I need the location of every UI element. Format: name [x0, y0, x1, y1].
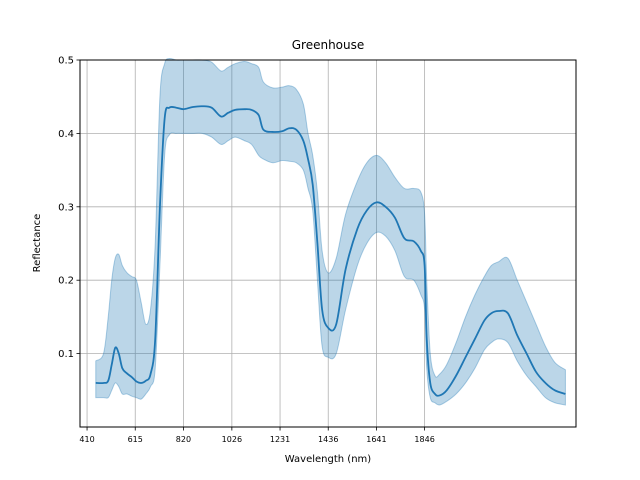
y-tick-label: 0.4 [58, 129, 74, 140]
x-tick-label: 1436 [318, 435, 338, 444]
x-tick-label: 820 [176, 435, 191, 444]
y-axis-label: Reflectance [32, 214, 43, 273]
x-axis-label: Wavelength (nm) [285, 454, 371, 465]
y-tick-label: 0.2 [58, 276, 74, 287]
y-tick-label: 0.3 [58, 202, 74, 213]
mean-line [95, 105, 566, 397]
x-tick-label: 1846 [414, 435, 434, 444]
x-tick-label: 1231 [270, 435, 290, 444]
x-tick-label: 615 [128, 435, 143, 444]
x-tick-label: 1641 [366, 435, 386, 444]
confidence-band [95, 57, 566, 406]
x-tick-label: 1026 [222, 435, 242, 444]
chart-title: Greenhouse [292, 38, 365, 52]
x-tick-label: 410 [79, 435, 94, 444]
y-tick-label: 0.1 [58, 349, 74, 360]
y-axis: 0.1 0.2 0.3 0.4 0.5 [58, 56, 80, 360]
y-tick-label: 0.5 [58, 56, 74, 67]
x-axis: 410 615 820 1026 1231 1436 1641 1846 [79, 427, 435, 444]
grid [80, 59, 576, 427]
